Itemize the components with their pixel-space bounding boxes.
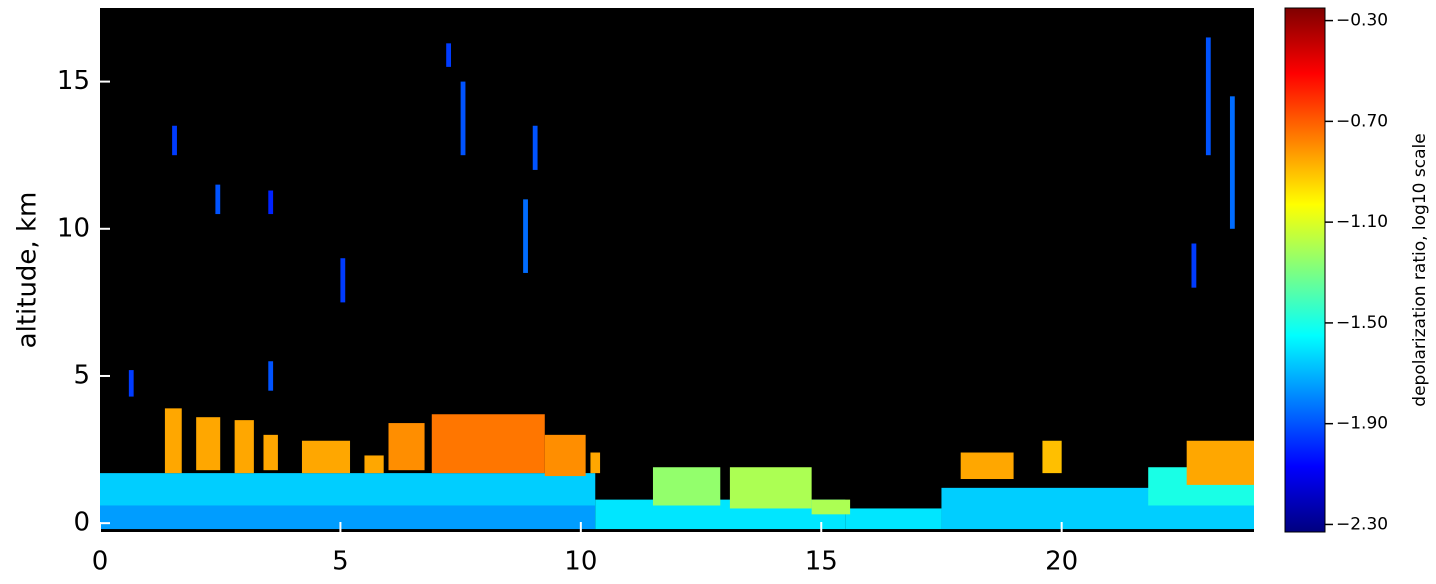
heatmap-cell (960, 452, 1014, 480)
heatmap-cell (532, 125, 538, 170)
heatmap-cell (196, 417, 221, 471)
y-tick-label: 15 (57, 66, 90, 96)
heatmap-cell (340, 258, 346, 303)
colorbar (1284, 7, 1326, 533)
heatmap-cell (845, 508, 942, 530)
heatmap-cell (652, 467, 721, 506)
heatmap-cell (1186, 440, 1254, 485)
x-tick-label: 5 (332, 547, 349, 577)
colorbar-tick-label: −2.30 (1336, 514, 1388, 534)
colorbar-tick-label: −1.90 (1336, 414, 1388, 434)
y-axis-label: altitude, km (13, 192, 43, 349)
y-tick-label: 0 (73, 508, 90, 538)
heatmap-cell (301, 440, 351, 474)
y-tick-label: 10 (57, 213, 90, 243)
heatmap-cell (263, 434, 278, 471)
colorbar-tick-label: −0.30 (1336, 11, 1388, 31)
x-tick-label: 15 (805, 547, 838, 577)
heatmap-cell (172, 125, 177, 156)
heatmap-cell (729, 467, 812, 509)
heatmap-cell (460, 81, 466, 156)
x-tick-label: 20 (1045, 547, 1078, 577)
heatmap-cell (164, 408, 182, 474)
x-tick-label: 0 (92, 547, 109, 577)
colorbar-label: depolarization ratio, log10 scale (1410, 133, 1430, 406)
heatmap-cell (446, 43, 452, 67)
heatmap-cell (431, 414, 545, 474)
colorbar-tick-label: −0.70 (1336, 111, 1388, 131)
heatmap-cell (268, 361, 274, 391)
colorbar-tick-label: −1.50 (1336, 313, 1388, 333)
heatmap-cell (523, 199, 528, 273)
heatmap-cell (388, 423, 425, 471)
y-tick-label: 5 (73, 360, 90, 390)
heatmap-cell (100, 473, 596, 506)
heatmap-cell (1191, 243, 1197, 288)
heatmap-cell (1229, 96, 1235, 229)
x-tick-label: 10 (564, 547, 597, 577)
heatmap-cell (234, 420, 254, 474)
heatmap-cell (268, 190, 274, 215)
colorbar-tick-label: −1.10 (1336, 212, 1388, 232)
heatmap-cell (364, 455, 384, 474)
heatmap-cell (100, 505, 596, 530)
heatmap-cell (128, 370, 134, 397)
heatmap-cell (215, 184, 221, 215)
heatmap-cell (590, 452, 601, 474)
heatmap-cell (1205, 37, 1211, 156)
heatmap-cell (811, 499, 851, 515)
heatmap-cell (544, 434, 586, 477)
heatmap-cell (1042, 440, 1062, 474)
